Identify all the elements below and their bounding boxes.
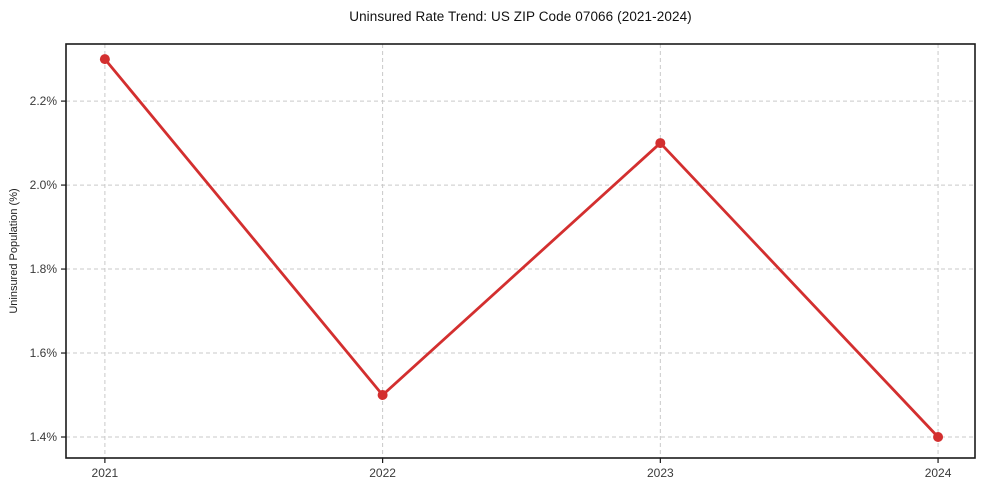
y-tick-label: 2.2% — [30, 94, 58, 108]
x-tick-label: 2021 — [92, 466, 119, 480]
y-tick-label: 1.4% — [30, 430, 58, 444]
x-tick-label: 2024 — [925, 466, 952, 480]
data-point — [655, 138, 666, 149]
chart-title: Uninsured Rate Trend: US ZIP Code 07066 … — [349, 9, 692, 24]
x-tick-label: 2023 — [647, 466, 674, 480]
plot-border — [65, 43, 976, 459]
y-tick-label: 1.6% — [30, 346, 58, 360]
data-point — [99, 54, 110, 65]
x-tick-label: 2022 — [369, 466, 396, 480]
trend-line — [103, 57, 940, 439]
y-tick-label: 1.8% — [30, 262, 58, 276]
data-point — [933, 432, 944, 443]
data-point — [377, 390, 388, 401]
y-tick-label: 2.0% — [30, 178, 58, 192]
